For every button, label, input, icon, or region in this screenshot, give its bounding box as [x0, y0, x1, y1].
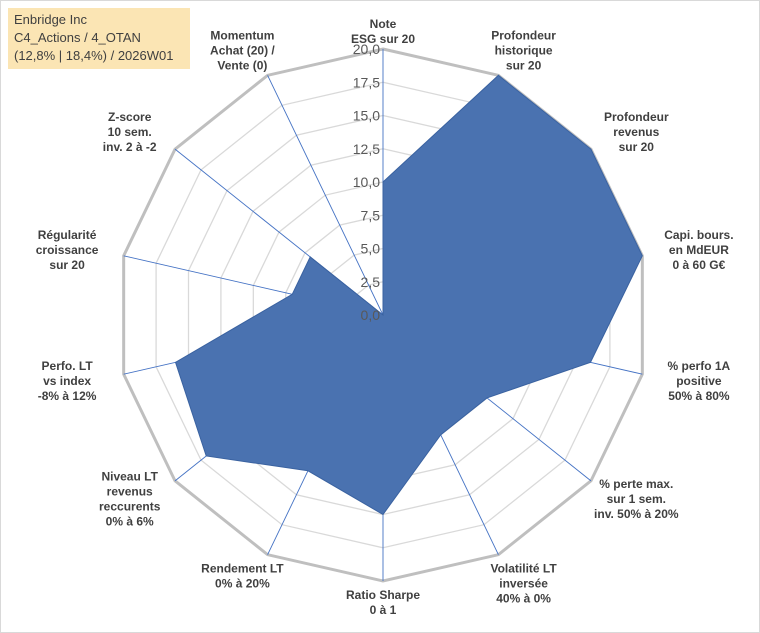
axis-label: Ratio Sharpe 0 à 1	[346, 588, 420, 617]
axis-label: Capi. bours. en MdEUR 0 à 60 G€	[664, 228, 733, 272]
tick-label: 17,5	[353, 74, 380, 90]
info-box: Enbridge Inc C4_Actions / 4_OTAN (12,8% …	[8, 8, 190, 69]
series-area	[174, 74, 643, 516]
axis-label: Profondeur revenus sur 20	[604, 110, 669, 154]
axis-spoke	[267, 75, 384, 316]
score-summary: (12,8% | 18,4%) / 2026W01	[14, 48, 174, 63]
tick-label: 0,0	[361, 307, 381, 323]
axis-label: Rendement LT 0% à 20%	[201, 562, 284, 591]
tick-label: 12,5	[353, 141, 380, 157]
axis-label: Volatilité LT inversée 40% à 0%	[490, 562, 557, 606]
company-name: Enbridge Inc	[14, 12, 87, 27]
axis-label: Momentum Achat (20) / Vente (0)	[210, 28, 275, 72]
tick-label: 15,0	[353, 108, 380, 124]
tick-label: 7,5	[361, 207, 381, 223]
axis-label: Z-score 10 sem. inv. 2 à -2	[103, 110, 157, 154]
axis-label: Profondeur historique sur 20	[491, 28, 556, 72]
axis-label: Niveau LT revenus reccurents 0% à 6%	[99, 469, 161, 528]
axis-label: % perte max. sur 1 sem. inv. 50% à 20%	[594, 477, 679, 521]
tick-label: 20,0	[353, 41, 380, 57]
category-label: C4_Actions / 4_OTAN	[14, 30, 141, 45]
tick-label: 5,0	[361, 241, 381, 257]
axis-label: Note ESG sur 20	[351, 17, 415, 46]
axis-label: Régularité croissance sur 20	[36, 228, 99, 272]
axis-label: Perfo. LT vs index -8% à 12%	[38, 359, 97, 403]
tick-label: 10,0	[353, 174, 380, 190]
tick-label: 2,5	[361, 274, 381, 290]
axis-label: % perfo 1A positive 50% à 80%	[668, 359, 731, 403]
